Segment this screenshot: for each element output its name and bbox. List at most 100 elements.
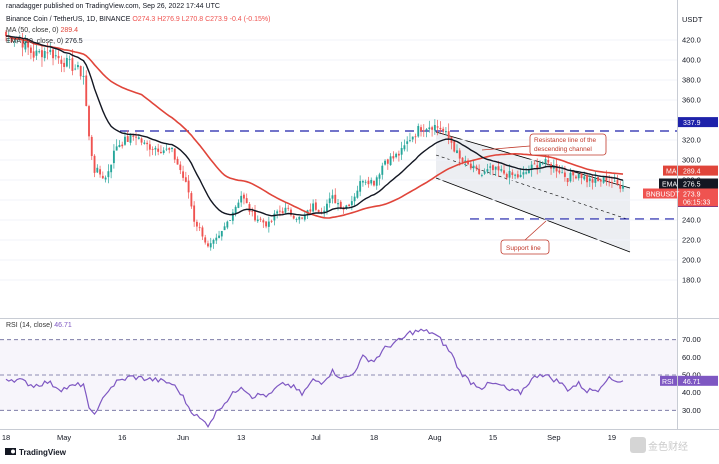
- candle-body: [489, 166, 492, 168]
- candle-body: [392, 156, 395, 159]
- candle-body: [240, 195, 243, 203]
- candle-body: [151, 149, 154, 150]
- candle-body: [176, 158, 179, 165]
- symbol-name: Binance Coin / TetherUS, 1D, BINANCE: [6, 16, 131, 23]
- candle-body: [367, 180, 370, 185]
- candle-body: [516, 174, 519, 178]
- candle-body: [60, 59, 63, 64]
- ma-legend-label: MA (50, close, 0): [6, 27, 59, 34]
- candle-body: [104, 177, 107, 180]
- candle-body: [154, 147, 157, 150]
- time-tick-label: 19: [608, 433, 616, 442]
- candle-body: [373, 180, 375, 186]
- candle-body: [433, 124, 436, 131]
- candle-body: [569, 172, 572, 182]
- candle-body: [420, 127, 422, 132]
- price-tag: [678, 117, 718, 128]
- price-tag-name: MA: [666, 169, 677, 176]
- rsi-tick-label: 30.00: [682, 406, 701, 415]
- candle-body: [436, 126, 439, 128]
- time-tick-label: Sep: [547, 433, 560, 442]
- footer-brand: TradingView: [19, 448, 67, 457]
- candle-body: [148, 144, 151, 150]
- candle-body: [79, 65, 82, 77]
- candle-body: [5, 31, 7, 37]
- candle-body: [414, 136, 417, 138]
- price-tag-value: 337.9: [683, 120, 701, 127]
- candle-body: [65, 57, 68, 67]
- candle-body: [314, 202, 317, 210]
- price-tick-label: 300.0: [682, 156, 701, 165]
- candle-body: [469, 163, 472, 169]
- rsi-legend-value: 46.71: [54, 322, 72, 329]
- candle-body: [85, 75, 88, 106]
- candle-body: [278, 210, 281, 212]
- rsi-tag-name: RSI: [662, 379, 674, 386]
- candle-body: [248, 204, 251, 212]
- candle-body: [555, 164, 558, 172]
- ma-legend[interactable]: MA (50, close, 0) 289.4: [6, 27, 78, 34]
- ema-legend[interactable]: EMA (20, close, 0) 276.5: [6, 38, 83, 45]
- candle-body: [522, 172, 525, 175]
- rsi-tick-label: 50.00: [682, 371, 701, 380]
- candle-body: [331, 195, 334, 199]
- candle-body: [580, 173, 583, 179]
- time-tick-label: Aug: [428, 433, 441, 442]
- candle-body: [27, 41, 30, 48]
- candle-body: [353, 196, 356, 202]
- candle-body: [345, 205, 348, 209]
- watermark-logo-icon: 金色财经: [630, 437, 688, 453]
- price-tick-label: 420.0: [682, 36, 701, 45]
- candle-body: [209, 243, 212, 248]
- candle-body: [49, 49, 52, 53]
- candle-body: [505, 173, 508, 178]
- candle-body: [259, 218, 262, 220]
- candle-body: [478, 168, 481, 174]
- time-tick-label: 16: [118, 433, 126, 442]
- candle-body: [428, 127, 431, 130]
- candle-body: [541, 162, 544, 164]
- time-tick-label: 18: [370, 433, 378, 442]
- candle-body: [350, 201, 353, 206]
- candle-body: [411, 136, 414, 140]
- candle-body: [118, 145, 121, 148]
- price-tick-label: 240.0: [682, 216, 701, 225]
- candle-body: [290, 209, 292, 216]
- price-tag-value: 273.9: [683, 192, 701, 199]
- candle-body: [547, 160, 550, 163]
- rsi-legend-label: RSI (14, close): [6, 322, 53, 329]
- candle-body: [29, 47, 32, 53]
- candle-body: [115, 146, 118, 151]
- candle-body: [519, 174, 522, 178]
- candle-body: [129, 134, 132, 143]
- candle-body: [165, 148, 168, 150]
- candle-body: [323, 210, 326, 213]
- candle-body: [508, 170, 511, 178]
- time-tick-label: Jun: [177, 433, 189, 442]
- rsi-legend[interactable]: RSI (14, close) 46.71: [6, 322, 72, 329]
- candle-body: [422, 130, 425, 132]
- price-tick-label: 320.0: [682, 136, 701, 145]
- rsi-band-fill: [0, 339, 677, 411]
- rsi-tag-value: 46.71: [683, 379, 701, 386]
- candle-body: [107, 171, 110, 178]
- candle-body: [561, 172, 564, 174]
- candle-body: [190, 193, 193, 207]
- candle-body: [375, 177, 378, 186]
- candle-body: [234, 206, 237, 214]
- candle-body: [403, 145, 406, 150]
- rsi-tick-label: 60.00: [682, 353, 701, 362]
- candle-body: [187, 180, 190, 193]
- candle-body: [231, 212, 234, 221]
- price-tag: [678, 178, 718, 189]
- channel-midline: [435, 154, 631, 221]
- candle-body: [270, 220, 273, 222]
- ma-legend-value: 289.4: [60, 27, 79, 34]
- candle-body: [622, 186, 624, 189]
- candle-body: [527, 170, 530, 174]
- candle-body: [276, 211, 279, 214]
- candle-body: [480, 175, 483, 176]
- candle-body: [226, 221, 229, 228]
- candle-body: [193, 205, 196, 222]
- candle-body: [572, 171, 575, 176]
